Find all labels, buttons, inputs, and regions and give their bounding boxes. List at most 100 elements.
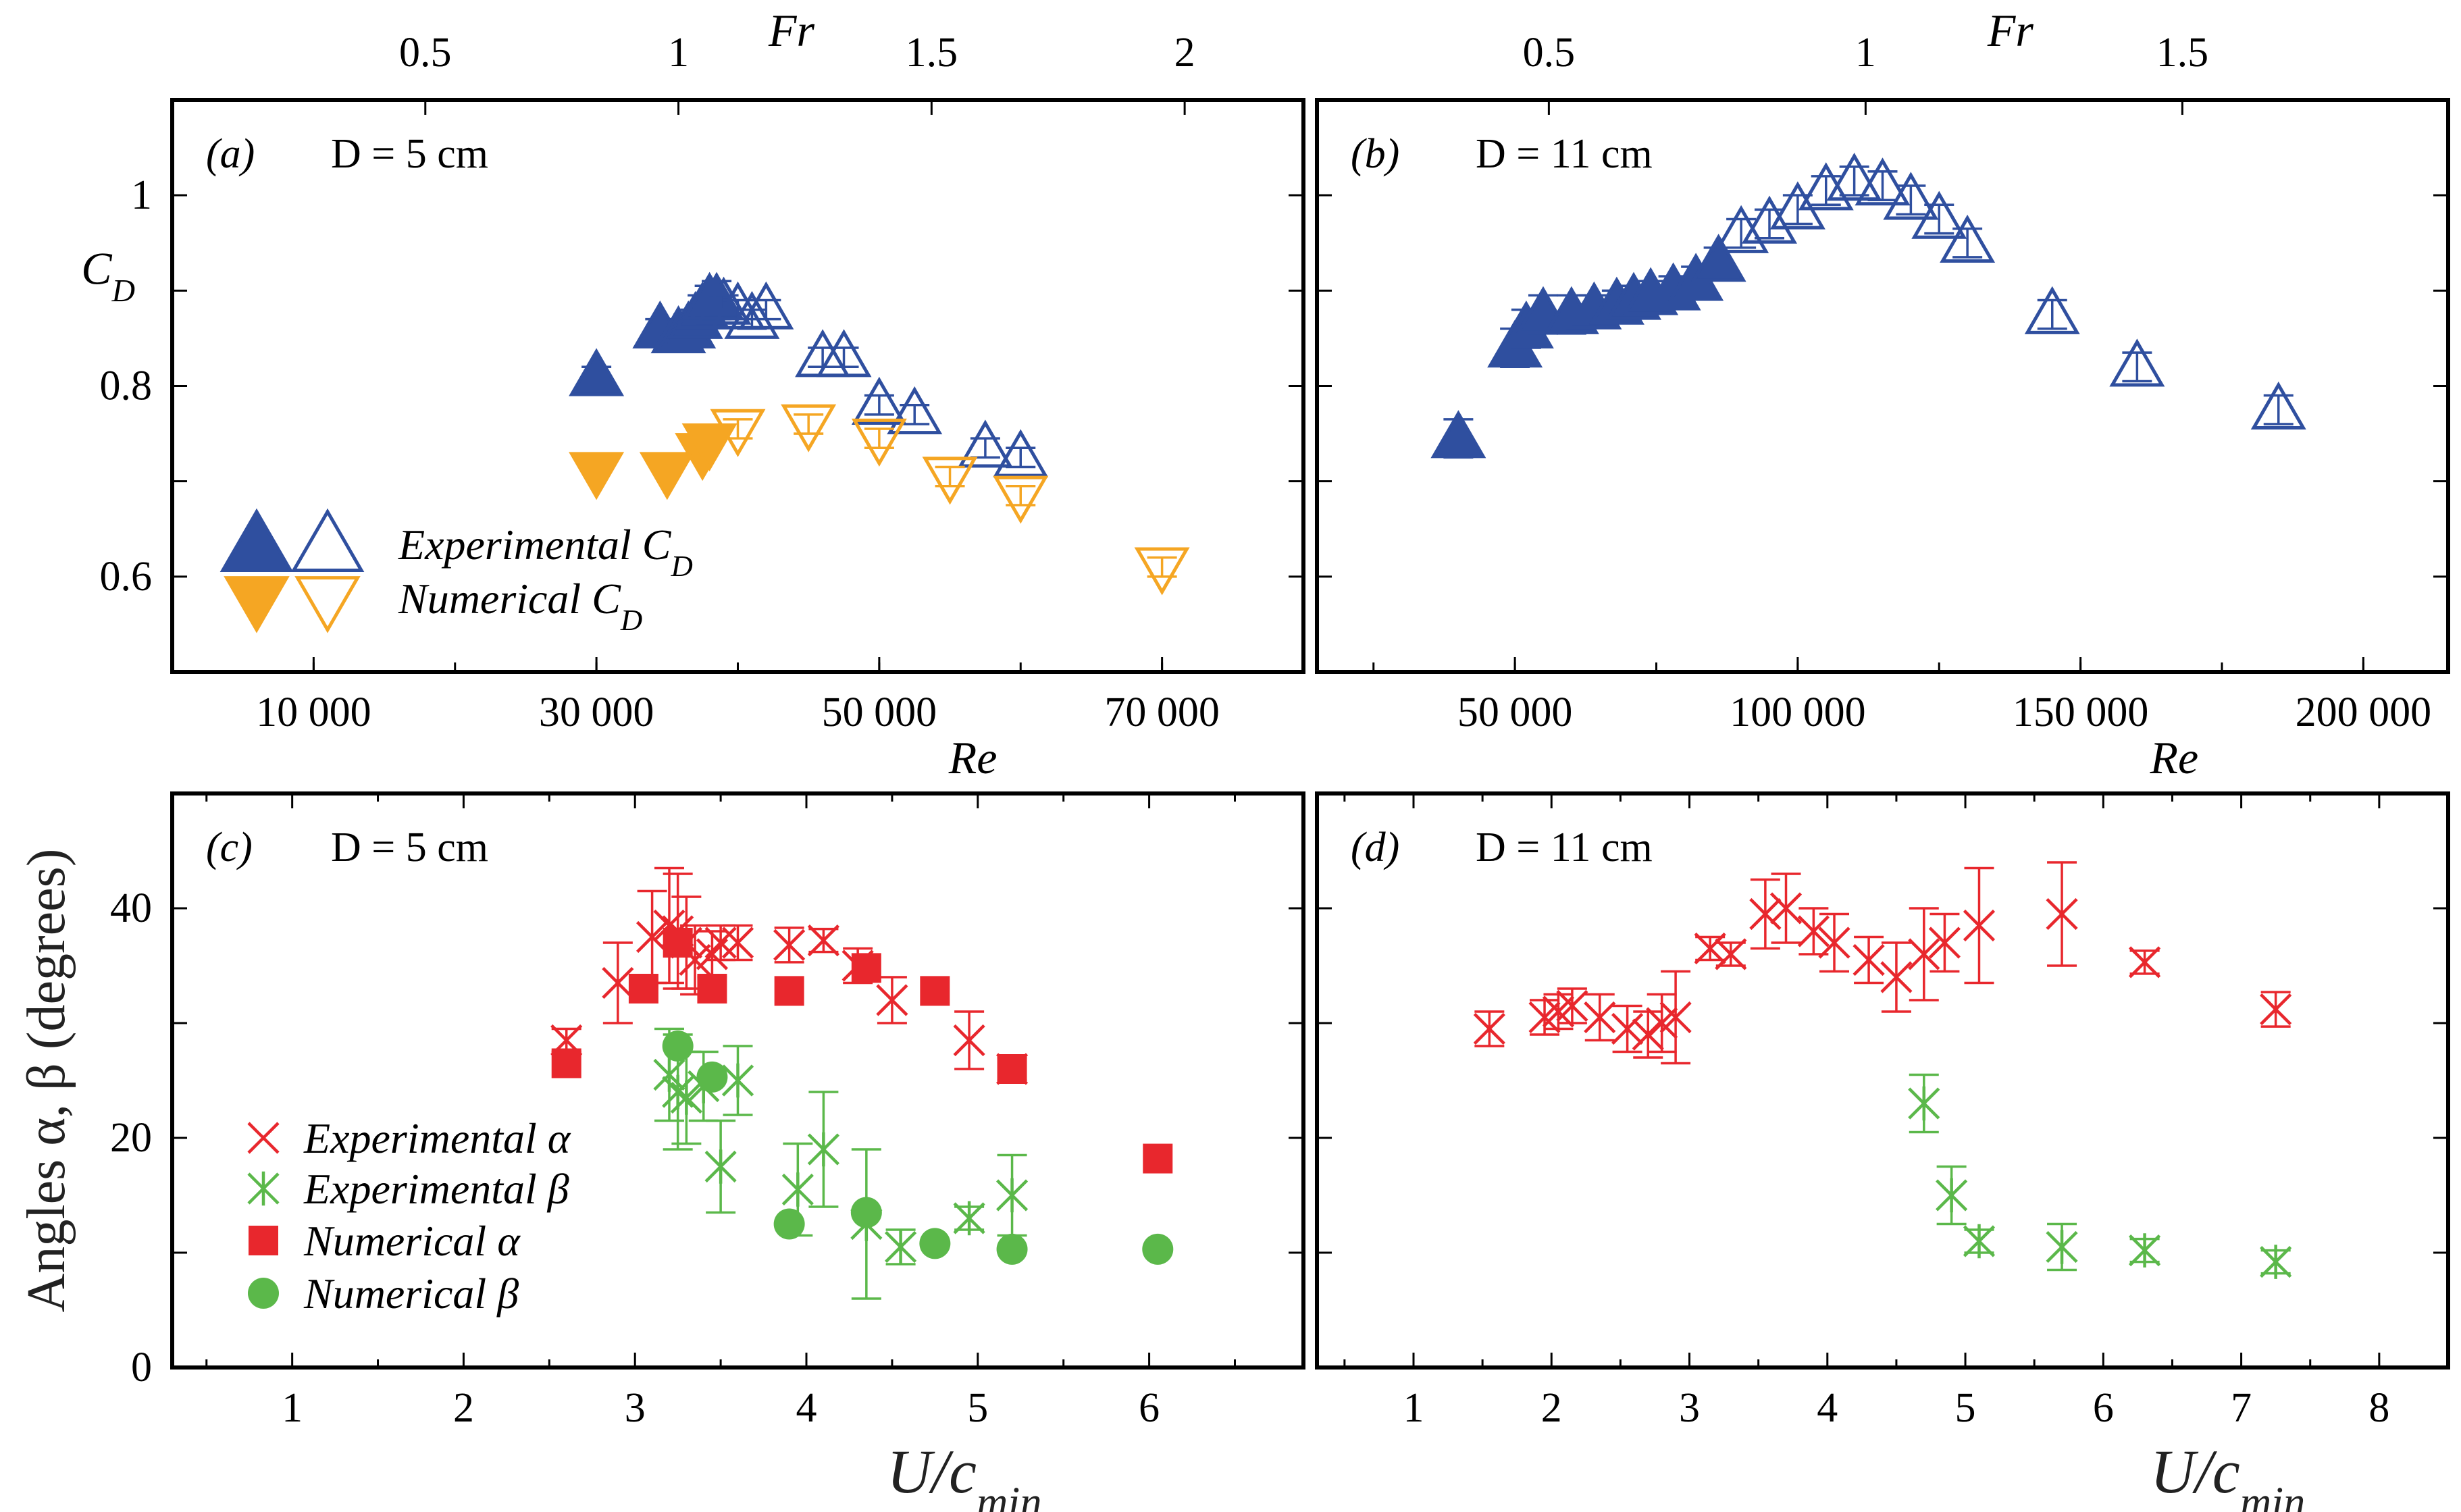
legend-marker bbox=[247, 1122, 280, 1154]
data-point bbox=[1880, 961, 1913, 993]
legend-label: Experimental CD bbox=[398, 521, 693, 583]
data-point bbox=[2250, 381, 2306, 430]
panel-title: D = 5 cm bbox=[331, 131, 488, 177]
data-point bbox=[1473, 1012, 1505, 1045]
error-bar bbox=[1924, 203, 1954, 235]
data-point bbox=[1690, 234, 1746, 282]
data-point bbox=[1940, 214, 1996, 263]
data-point bbox=[1632, 1018, 1664, 1051]
series-triangle-up bbox=[1430, 234, 1746, 459]
data-point bbox=[1826, 153, 1882, 201]
data-point bbox=[851, 953, 881, 983]
data-point bbox=[919, 1228, 951, 1259]
x-tick-label: 1 bbox=[282, 1385, 303, 1431]
data-point bbox=[1142, 1233, 1174, 1265]
data-point bbox=[1908, 938, 1940, 970]
x-tick-label: 5 bbox=[967, 1385, 988, 1431]
legend-marker bbox=[294, 576, 361, 633]
data-point-stroke bbox=[807, 924, 839, 957]
data-point-stroke bbox=[2046, 897, 2078, 931]
x-tick-label: 100 000 bbox=[1730, 689, 1866, 735]
data-layer bbox=[1430, 153, 2306, 459]
legend-marker bbox=[224, 576, 290, 633]
data-point bbox=[1798, 162, 1854, 211]
error-bar bbox=[1952, 227, 1983, 259]
data-point bbox=[670, 1080, 702, 1115]
plot-frame bbox=[1315, 98, 2450, 674]
data-point bbox=[2129, 1233, 2161, 1268]
data-point-stroke bbox=[1584, 1001, 1616, 1034]
x-tick-label: 4 bbox=[1817, 1385, 1838, 1431]
data-point-stroke bbox=[1880, 961, 1913, 993]
data-point bbox=[1769, 892, 1803, 924]
data-point-stroke bbox=[1769, 892, 1803, 924]
data-layer bbox=[1473, 861, 2292, 1279]
data-point bbox=[851, 376, 907, 425]
x-tick-label: 50 000 bbox=[822, 689, 937, 735]
x-tick-label: 3 bbox=[625, 1385, 646, 1431]
panel-label: (c) bbox=[206, 825, 253, 870]
x-tick-label: 50 000 bbox=[1457, 689, 1573, 735]
data-point bbox=[710, 409, 766, 457]
data-point bbox=[2024, 286, 2080, 334]
data-point bbox=[639, 452, 695, 500]
data-point-stroke bbox=[1632, 1018, 1664, 1051]
plot-frame bbox=[1315, 791, 2450, 1370]
error-bar bbox=[1896, 184, 1926, 216]
data-point bbox=[920, 976, 950, 1006]
error-bar bbox=[2037, 298, 2067, 330]
data-point bbox=[636, 920, 669, 954]
data-point bbox=[2046, 1230, 2078, 1264]
data-point bbox=[721, 927, 754, 959]
data-point bbox=[721, 1063, 754, 1098]
data-point bbox=[628, 974, 658, 1003]
legend-label: Experimental α bbox=[303, 1114, 571, 1162]
data-point bbox=[807, 1132, 839, 1167]
y-tick-label: 1 bbox=[131, 172, 152, 218]
data-point bbox=[1963, 909, 1996, 942]
data-point bbox=[2129, 946, 2161, 979]
data-point-stroke bbox=[876, 984, 908, 1016]
error-bar bbox=[1726, 217, 1757, 249]
x-tick-label: 7 bbox=[2231, 1385, 2252, 1431]
data-point-stroke bbox=[1473, 1012, 1505, 1045]
x-tick-label: 3 bbox=[1679, 1385, 1700, 1431]
error-bar bbox=[2122, 351, 2152, 383]
data-point bbox=[1715, 938, 1747, 970]
data-point-stroke bbox=[1694, 932, 1726, 965]
panel-c: 1 2 3 4 5 6 U/cmin 0 20 40 (c) D = 5 cm Experimental… bbox=[110, 791, 1305, 1512]
legend-marker bbox=[248, 1278, 279, 1309]
x-tick-label: 5 bbox=[1955, 1385, 1976, 1431]
x-tick-label: 2 bbox=[453, 1385, 474, 1431]
data-layer bbox=[569, 271, 1190, 596]
top-tick-label: 1 bbox=[1855, 30, 1876, 76]
data-point bbox=[1908, 1086, 1940, 1121]
data-point-stroke bbox=[1749, 897, 1782, 931]
data-point bbox=[738, 281, 794, 330]
panel-title: D = 5 cm bbox=[331, 825, 488, 870]
data-point bbox=[569, 348, 625, 396]
y-tick-label: 0 bbox=[131, 1345, 152, 1390]
y-tick-label: 40 bbox=[110, 885, 152, 931]
data-point bbox=[816, 329, 872, 377]
data-point bbox=[1742, 195, 1797, 244]
x-tick-label: 200 000 bbox=[2296, 689, 2432, 735]
data-point-stroke bbox=[704, 927, 737, 959]
data-point bbox=[696, 1061, 728, 1093]
data-point bbox=[2109, 338, 2165, 387]
data-point bbox=[773, 929, 806, 961]
data-point bbox=[1556, 989, 1588, 1022]
legend-marker bbox=[290, 508, 365, 572]
panel-label: (b) bbox=[1351, 131, 1399, 177]
data-point-stroke bbox=[721, 927, 754, 959]
error-bar bbox=[1755, 208, 1784, 240]
panel-b: 50 000 100 000 150 000 200 000 0.5 1 1.5 Fr Re (b… bbox=[1315, 5, 2450, 783]
series-square bbox=[551, 928, 1173, 1174]
y-axis-title-text: Angles α, β (degrees) bbox=[17, 849, 76, 1313]
top-tick-label: 0.5 bbox=[1523, 30, 1576, 76]
panel-label: (d) bbox=[1351, 825, 1399, 870]
plot-frame bbox=[170, 98, 1305, 674]
series-triangle-down bbox=[569, 423, 737, 500]
x-tick-label: 6 bbox=[2093, 1385, 2114, 1431]
data-point bbox=[1883, 172, 1939, 220]
